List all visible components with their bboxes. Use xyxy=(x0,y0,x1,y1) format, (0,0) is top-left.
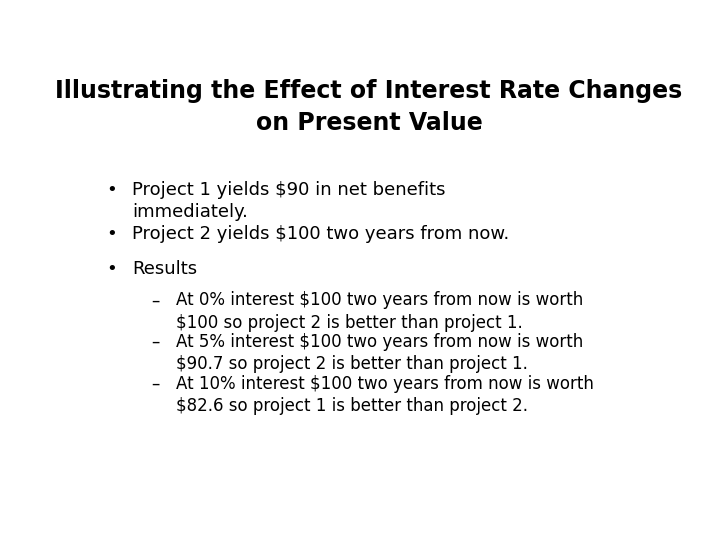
Text: –: – xyxy=(151,333,160,351)
Text: At 0% interest $100 two years from now is worth
$100 so project 2 is better than: At 0% interest $100 two years from now i… xyxy=(176,292,584,332)
Text: Project 1 yields $90 in net benefits
immediately.: Project 1 yields $90 in net benefits imm… xyxy=(132,181,446,221)
Text: At 10% interest $100 two years from now is worth
$82.6 so project 1 is better th: At 10% interest $100 two years from now … xyxy=(176,375,595,415)
Text: •: • xyxy=(107,260,117,278)
Text: Results: Results xyxy=(132,260,197,278)
Text: At 5% interest $100 two years from now is worth
$90.7 so project 2 is better tha: At 5% interest $100 two years from now i… xyxy=(176,333,584,373)
Text: –: – xyxy=(151,292,160,309)
Text: •: • xyxy=(107,181,117,199)
Text: Illustrating the Effect of Interest Rate Changes
on Present Value: Illustrating the Effect of Interest Rate… xyxy=(55,79,683,135)
Text: Project 2 yields $100 two years from now.: Project 2 yields $100 two years from now… xyxy=(132,225,509,243)
Text: –: – xyxy=(151,375,160,393)
Text: •: • xyxy=(107,225,117,243)
